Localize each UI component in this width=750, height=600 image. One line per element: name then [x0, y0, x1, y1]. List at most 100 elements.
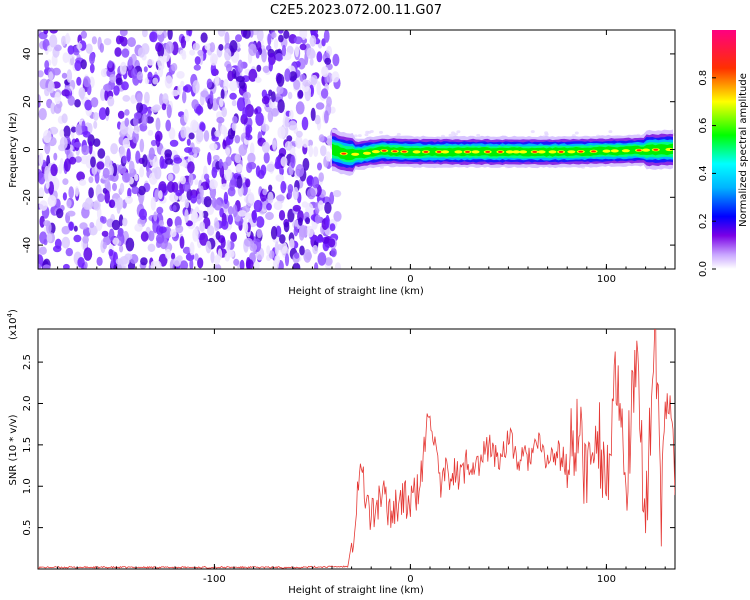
noise-speckle [165, 41, 174, 54]
noise-speckle [278, 34, 284, 43]
noise-speckle [232, 204, 238, 218]
noise-speckle [289, 109, 294, 120]
noise-speckle [333, 211, 342, 222]
spectrogram-noise-speckles [38, 30, 675, 269]
noise-speckle [287, 91, 293, 100]
noise-speckle [314, 214, 321, 224]
noise-speckle [182, 181, 191, 192]
noise-speckle [50, 163, 58, 177]
noise-speckle [148, 230, 155, 242]
noise-speckle [256, 41, 262, 52]
noise-speckle [277, 126, 286, 139]
noise-speckle [192, 146, 201, 154]
noise-speckle [268, 184, 273, 192]
noise-speckle [127, 37, 136, 48]
noise-speckle [256, 64, 262, 72]
colorbar: 0.0 0.2 0.4 0.6 0.8 Normalized spectral ampl… [698, 30, 749, 277]
colorbar-ticks: 0.0 0.2 0.4 0.6 0.8 [698, 70, 716, 277]
noise-speckle [59, 136, 68, 150]
noise-speckle [253, 261, 260, 269]
noise-speckle [251, 209, 258, 224]
noise-speckle [65, 32, 70, 45]
noise-speckle [107, 174, 115, 181]
noise-speckle [117, 110, 125, 119]
noise-speckle [188, 132, 195, 140]
signal-hotspot [363, 151, 371, 155]
noise-speckle [199, 185, 204, 199]
noise-speckle [306, 187, 316, 200]
noise-speckle [139, 166, 145, 178]
noise-speckle [184, 35, 190, 42]
noise-speckle [287, 188, 293, 199]
noise-speckle [80, 30, 88, 39]
noise-speckle [189, 49, 196, 56]
noise-speckle [324, 257, 333, 266]
snr-x-tick-label: 0 [407, 574, 413, 585]
noise-speckle [102, 242, 108, 250]
noise-speckle [299, 245, 305, 256]
noise-speckle [233, 258, 240, 266]
noise-speckle [128, 56, 133, 66]
noise-speckle [131, 68, 138, 79]
noise-speckle [235, 34, 242, 42]
noise-speckle [172, 163, 180, 174]
noise-speckle [38, 70, 44, 78]
noise-speckle [217, 30, 226, 37]
spectrogram-y-tick-label: -40 [22, 237, 33, 253]
noise-speckle [203, 196, 212, 208]
noise-speckle [122, 172, 131, 183]
colorbar-tick-label: 0.0 [698, 261, 709, 277]
noise-speckle [276, 73, 285, 87]
noise-speckle [61, 89, 70, 97]
noise-speckle [207, 152, 212, 166]
signal-hotspot-peak [436, 150, 442, 153]
noise-speckle [119, 182, 125, 194]
noise-speckle [125, 237, 135, 252]
noise-speckle [276, 85, 284, 95]
noise-speckle [310, 74, 318, 85]
noise-speckle [255, 216, 265, 228]
noise-speckle [39, 231, 48, 244]
noise-speckle [270, 226, 278, 240]
noise-speckle [284, 253, 290, 267]
noise-speckle [248, 43, 257, 57]
noise-speckle [183, 108, 189, 123]
noise-speckle [236, 97, 246, 112]
noise-speckle [238, 80, 246, 89]
noise-speckle [147, 71, 153, 81]
noise-speckle [140, 257, 148, 266]
noise-speckle [272, 140, 277, 150]
noise-speckle [166, 104, 172, 119]
noise-speckle [226, 239, 231, 251]
noise-speckle [142, 154, 148, 168]
noise-speckle [176, 71, 185, 79]
noise-speckle [216, 116, 225, 124]
noise-speckle [314, 262, 319, 269]
noise-speckle [152, 104, 161, 111]
noise-speckle [161, 103, 167, 111]
noise-speckle [126, 148, 131, 163]
noise-speckle [279, 234, 286, 244]
noise-speckle [46, 221, 52, 234]
noise-speckle [301, 116, 309, 131]
noise-speckle [273, 201, 283, 211]
noise-speckle [196, 129, 204, 143]
noise-speckle [231, 99, 237, 107]
noise-speckle [321, 66, 329, 78]
noise-speckle [61, 236, 70, 249]
noise-speckle [227, 206, 234, 215]
noise-speckle [91, 165, 98, 176]
noise-speckle [171, 252, 176, 260]
snr-scale-close: ) [8, 309, 19, 313]
snr-scale-label: (x104) [6, 309, 19, 340]
noise-speckle [199, 122, 206, 132]
noise-speckle [187, 155, 194, 164]
noise-speckle [47, 195, 57, 207]
noise-speckle [320, 145, 327, 157]
noise-speckle [154, 166, 162, 180]
noise-speckle [158, 226, 167, 234]
noise-speckle [302, 138, 309, 148]
noise-speckle [149, 31, 158, 43]
noise-speckle [197, 257, 204, 269]
noise-speckle [173, 157, 183, 164]
